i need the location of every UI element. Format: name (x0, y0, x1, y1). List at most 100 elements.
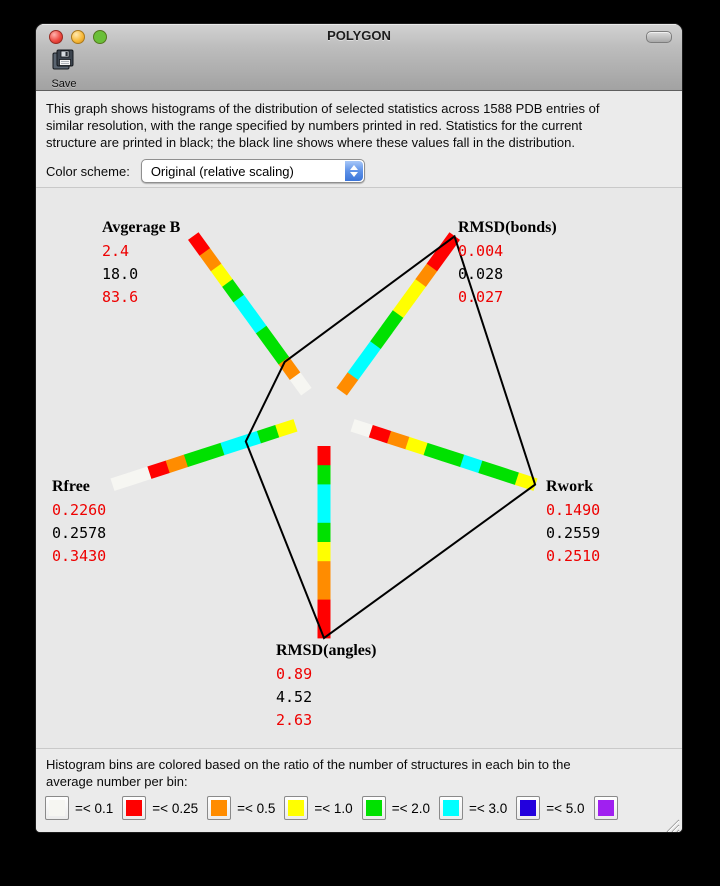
histogram-segment-green (381, 309, 404, 334)
histogram-segment-yellow (404, 278, 427, 303)
histogram-segment-orange (317, 580, 331, 600)
histogram-segment-orange (415, 263, 438, 287)
color-scheme-select[interactable]: Original (relative scaling) (140, 159, 365, 183)
histogram-segment-cyan (244, 309, 267, 334)
histogram-segment-green (201, 442, 225, 462)
close-button[interactable] (49, 30, 63, 44)
histogram-segment-orange (387, 430, 410, 450)
histogram-plot: Avgerage B 2.4 18.0 83.6 RMSD(bonds) 0.0… (36, 188, 682, 748)
axis-max: 83.6 (102, 288, 139, 306)
color-scheme-row: Color scheme: Original (relative scaling… (46, 159, 365, 183)
axis-title: Rfree (52, 478, 90, 495)
histogram-segment-yellow (210, 263, 233, 287)
legend-bin: =< 1.0 (284, 796, 353, 820)
axis-title: RMSD(bonds) (458, 219, 557, 236)
legend-swatch-fill (288, 800, 305, 816)
histogram-segment-cyan (347, 356, 370, 381)
axis-label-rmsd-angles: RMSD(angles) 0.89 4.52 2.63 (276, 642, 376, 732)
legend-line: Histogram bins are colored based on the … (46, 757, 571, 772)
histogram-arm (110, 419, 298, 491)
radar-chart (110, 232, 538, 640)
legend-bins: =< 0.1 =< 0.25 =< 0.5 =< 1.0 =< 2.0 =< 3.0 =< … (45, 796, 633, 820)
axis-current: 0.2559 (546, 524, 601, 542)
axis-min: 0.004 (458, 242, 504, 260)
legend-bin-label: =< 0.5 (237, 800, 276, 816)
axis-max: 0.2510 (546, 547, 601, 565)
save-button[interactable]: Save (49, 49, 79, 90)
description-text: This graph shows histograms of the distr… (46, 100, 674, 151)
histogram-arm (336, 232, 460, 396)
legend-panel: Histogram bins are colored based on the … (36, 748, 682, 832)
legend-bin-label: =< 2.0 (391, 800, 430, 816)
axis-label-average-b: Avgerage B 2.4 18.0 83.6 (102, 219, 180, 309)
description-panel: This graph shows histograms of the distr… (36, 91, 682, 188)
legend-swatch-fill (49, 800, 65, 816)
description-line: This graph shows histograms of the distr… (46, 101, 600, 116)
legend-swatch-cyan (438, 796, 463, 820)
axis-min: 0.2260 (52, 501, 107, 519)
histogram-segment-green (255, 325, 278, 349)
legend-swatch-fill (442, 800, 459, 816)
histogram-segment-green (441, 448, 465, 468)
histogram-segment-green (256, 425, 280, 444)
histogram-segment-red (188, 232, 211, 256)
axis-max: 2.63 (276, 711, 313, 729)
legend-bin-label: =< 0.1 (75, 800, 114, 816)
histogram-segment-yellow (317, 542, 331, 562)
histogram-segment-green (478, 460, 502, 480)
axis-title: Avgerage B (102, 219, 181, 236)
save-button-label: Save (51, 78, 77, 90)
legend-text: Histogram bins are colored based on the … (46, 756, 674, 790)
legend-bin: =< 0.5 (207, 796, 275, 820)
axis-min: 2.4 (102, 242, 130, 260)
histogram-segment-green (317, 522, 331, 543)
histogram-segment-yellow (274, 419, 298, 438)
histogram-segment-cyan (220, 436, 243, 456)
axis-max: 0.3430 (52, 547, 107, 565)
toolbar-toggle-button[interactable] (646, 31, 672, 43)
histogram-segment-cyan (460, 454, 483, 474)
histogram-segment-orange (199, 247, 222, 272)
legend-bin-label: =< 0.25 (152, 800, 199, 816)
histogram-segment-red (368, 425, 392, 444)
histogram-segment-green (370, 325, 393, 349)
legend-bin: =< 3.0 (438, 796, 507, 820)
legend-bin: =< 5.0 (516, 796, 585, 820)
zoom-button[interactable] (93, 30, 107, 44)
popup-arrows-icon (344, 161, 363, 181)
legend-bin (593, 796, 624, 820)
histogram-segment-yellow (392, 294, 415, 318)
legend-swatch-fill (126, 800, 143, 816)
histogram-arm (317, 446, 331, 639)
histogram-segment-cyan (238, 430, 261, 450)
histogram-segment-white (289, 372, 312, 396)
description-line: similar resolution, with the range speci… (46, 118, 583, 133)
axis-current: 18.0 (102, 265, 139, 283)
axis-label-rwork: Rwork 0.1490 0.2559 0.2510 (546, 478, 600, 568)
histogram-segment-white (350, 419, 374, 438)
legend-bin: =< 0.25 (122, 796, 198, 820)
histogram-segment-green (496, 466, 520, 485)
histogram-segment-orange (165, 454, 188, 474)
histogram-segment-cyan (233, 294, 256, 318)
histogram-segment-orange (336, 372, 359, 396)
titlebar[interactable]: POLYGON (36, 24, 682, 48)
minimize-button[interactable] (71, 30, 85, 44)
histogram-arm (188, 232, 312, 396)
legend-bin-label: =< 1.0 (314, 800, 353, 816)
window-controls (49, 30, 107, 44)
axis-label-rmsd-bonds: RMSD(bonds) 0.004 0.028 0.027 (458, 219, 557, 309)
legend-swatch-orange (207, 796, 232, 820)
polygon-window: POLYGON Save (36, 24, 682, 832)
resize-grip[interactable] (665, 818, 680, 832)
histogram-arm (350, 419, 538, 491)
histogram-segment-white (110, 472, 134, 491)
legend-bin: =< 2.0 (361, 796, 430, 820)
histogram-segment-cyan (358, 340, 381, 365)
histogram-segment-yellow (405, 436, 428, 456)
histogram-segment-red (426, 247, 449, 272)
histogram-segment-red (317, 446, 331, 466)
axis-label-rfree: Rfree 0.2260 0.2578 0.3430 (52, 478, 106, 568)
legend-swatch-purple (593, 796, 618, 820)
